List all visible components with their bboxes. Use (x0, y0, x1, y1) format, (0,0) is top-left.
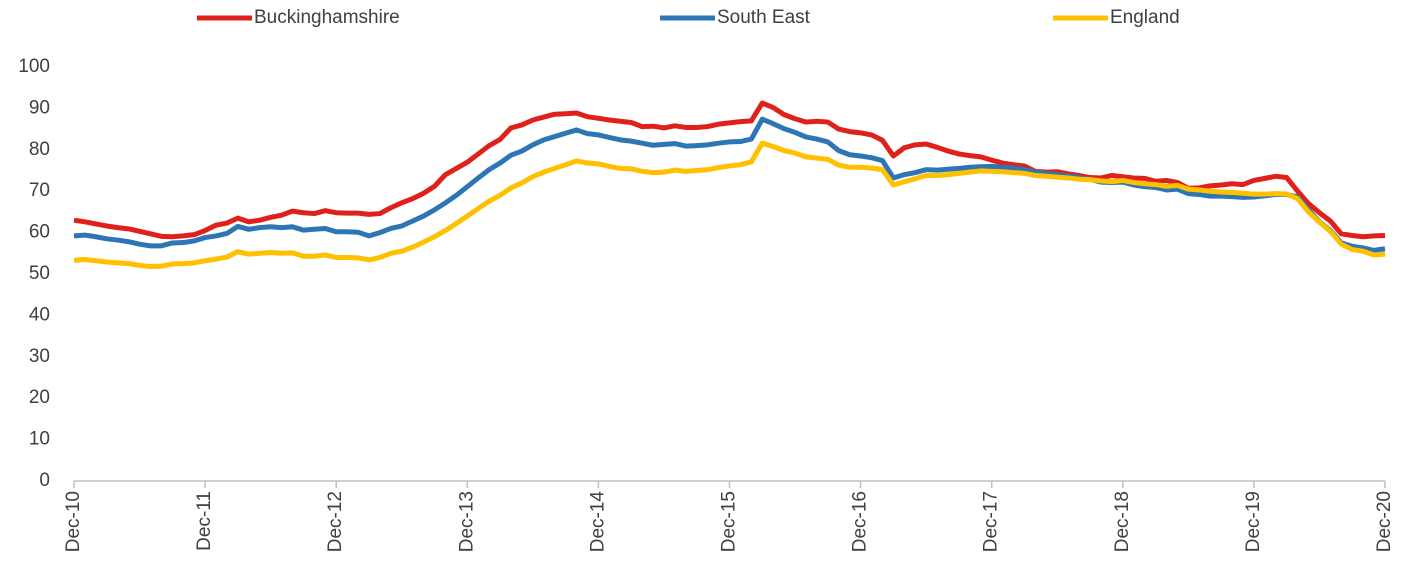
y-tick-label: 80 (29, 139, 50, 160)
y-tick-label: 30 (29, 346, 50, 367)
x-tick-label: Dec-18 (1112, 491, 1133, 552)
y-tick-label: 40 (29, 304, 50, 325)
x-tick-label: Dec-19 (1243, 491, 1264, 552)
legend-label: England (1110, 7, 1180, 28)
y-tick-label: 100 (18, 56, 50, 77)
y-tick-label: 0 (39, 470, 50, 491)
x-tick-label: Dec-10 (63, 491, 84, 552)
y-tick-label: 20 (29, 387, 50, 408)
x-tick-label: Dec-14 (587, 491, 608, 553)
legend-label: South East (717, 7, 811, 28)
x-tick-label: Dec-12 (325, 491, 346, 552)
series-line (73, 140, 1386, 270)
series-line (73, 116, 1386, 253)
x-tick-label: Dec-20 (1374, 491, 1395, 552)
x-tick-label: Dec-17 (981, 491, 1002, 552)
series-line (73, 100, 1386, 240)
x-tick-label: Dec-15 (719, 491, 740, 552)
y-tick-label: 50 (29, 263, 50, 284)
x-tick-label: Dec-13 (456, 491, 477, 552)
y-tick-label: 90 (29, 97, 50, 118)
y-tick-label: 60 (29, 222, 50, 243)
y-tick-label: 70 (29, 180, 50, 201)
legend-label: Buckinghamshire (254, 7, 400, 28)
y-tick-label: 10 (29, 429, 50, 450)
x-tick-label: Dec-11 (194, 491, 215, 551)
x-tick-label: Dec-16 (850, 491, 871, 552)
